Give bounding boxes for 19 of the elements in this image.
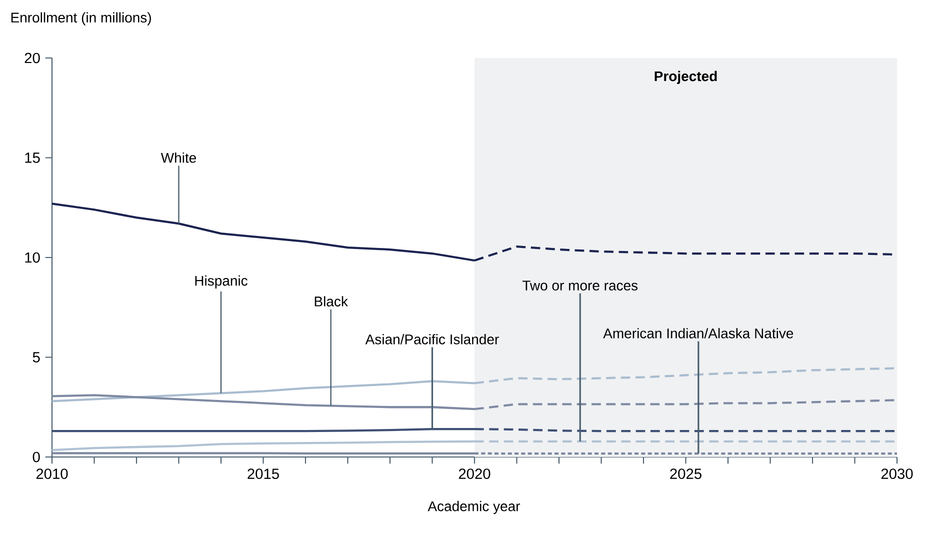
y-tick-label: 10 [25, 252, 40, 263]
text: White [160, 152, 196, 163]
x-tick-label: 2010 [36, 468, 68, 479]
text: Black [314, 296, 348, 306]
x-tick-label: 2020 [458, 468, 490, 479]
x-tick-label: 2025 [670, 468, 702, 479]
y-tick-label: 20 [24, 52, 40, 64]
band-label: Projected [654, 70, 717, 84]
text: Two or more races [522, 280, 638, 290]
y-axis-title: Enrollment (in millions) [11, 12, 151, 26]
text: American Indian/Alaska Native [603, 328, 794, 338]
x-axis-title: Academic year [428, 500, 520, 514]
text: Hispanic [195, 275, 248, 288]
x-tick-label: 2030 [881, 468, 913, 479]
y-tick-label: 15 [25, 152, 40, 163]
y-tick-label: 5 [32, 352, 40, 362]
y-tick-label: 0 [32, 452, 40, 462]
x-tick-label: 2015 [248, 468, 279, 479]
text: Asian/Pacific Islander [365, 334, 499, 344]
